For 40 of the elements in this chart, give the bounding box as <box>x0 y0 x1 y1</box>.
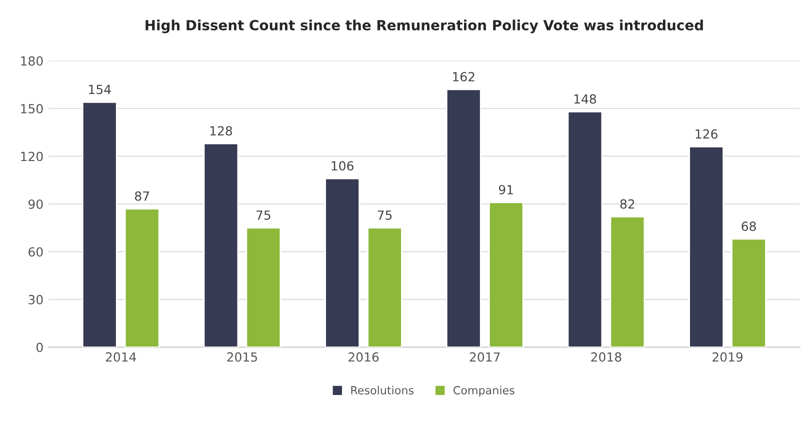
y-tick-label: 0 <box>36 342 43 352</box>
data-label: 68 <box>742 222 756 232</box>
legend-label: Companies <box>454 386 514 397</box>
bar <box>488 202 524 348</box>
x-tick-label: 2015 <box>227 352 258 362</box>
bar <box>82 101 118 348</box>
x-tick-label: 2016 <box>348 352 379 362</box>
data-label: 87 <box>134 191 149 201</box>
bar <box>203 142 239 348</box>
bar <box>610 216 646 348</box>
y-tick-label: 60 <box>28 247 43 257</box>
bar <box>246 227 282 348</box>
data-label: 75 <box>378 210 392 220</box>
y-tick-label: 120 <box>21 152 43 162</box>
bar <box>124 208 160 348</box>
bar <box>367 227 402 348</box>
y-tick-label: 180 <box>21 56 43 66</box>
data-label: 82 <box>620 199 634 209</box>
x-tick-label: 2017 <box>470 352 500 362</box>
data-label: 148 <box>574 94 596 104</box>
data-label: 91 <box>498 184 513 194</box>
bar <box>446 88 482 348</box>
x-tick-label: 2019 <box>712 352 743 362</box>
bar <box>567 110 603 348</box>
x-tick-label: 2018 <box>591 352 622 362</box>
legend-label: Resolutions <box>351 386 414 394</box>
data-label: 126 <box>696 129 718 139</box>
data-label: 154 <box>89 84 111 94</box>
data-label: 162 <box>453 72 474 82</box>
chart-title: High Dissent Count since the Remuneration Policy Vote was introduced <box>146 20 703 34</box>
data-label: 128 <box>210 126 232 136</box>
bar <box>731 238 766 348</box>
bar <box>688 146 724 348</box>
y-tick-label: 30 <box>28 294 43 304</box>
bar <box>324 178 360 348</box>
data-label: 75 <box>256 210 270 220</box>
x-tick-label: 2014 <box>106 352 136 362</box>
data-label: 106 <box>332 161 354 171</box>
y-tick-label: 150 <box>21 104 43 114</box>
y-tick-label: 90 <box>28 199 43 209</box>
